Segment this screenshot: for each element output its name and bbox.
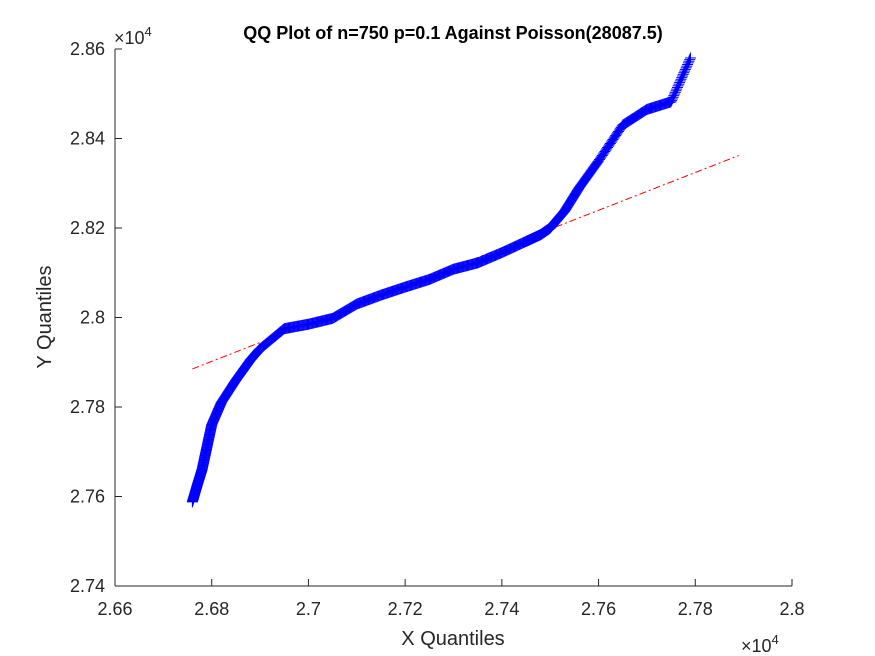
data-point — [684, 54, 696, 66]
y-tick-labels: 2.74 2.76 2.78 2.8 2.82 2.84 2.86 — [70, 39, 105, 596]
x-tick-labels: 2.66 2.68 2.7 2.72 2.74 2.76 2.78 2.8 — [97, 599, 804, 619]
plot-area — [115, 49, 792, 586]
svg-text:×104: ×104 — [114, 24, 152, 48]
y-tick-label: 2.86 — [70, 39, 105, 59]
x-tick-label: 2.8 — [779, 599, 804, 619]
x-tick-label: 2.66 — [97, 599, 132, 619]
y-exponent-base: ×10 — [114, 28, 145, 48]
x-tick-label: 2.78 — [678, 599, 713, 619]
x-axis-exponent: ×104 — [741, 632, 779, 656]
y-tick-label: 2.78 — [70, 397, 105, 417]
data-point — [684, 52, 696, 64]
x-tick-label: 2.72 — [388, 599, 423, 619]
y-tick-label: 2.74 — [70, 576, 105, 596]
x-tick-label: 2.76 — [581, 599, 616, 619]
x-tick-label: 2.7 — [296, 599, 321, 619]
y-tick-label: 2.8 — [80, 308, 105, 328]
data-point — [590, 158, 602, 170]
y-tick-label: 2.82 — [70, 218, 105, 238]
svg-text:×104: ×104 — [741, 632, 779, 656]
x-exponent-power: 4 — [772, 632, 779, 647]
y-exponent-power: 4 — [145, 24, 152, 39]
chart-title: QQ Plot of n=750 p=0.1 Against Poisson(2… — [243, 23, 662, 43]
x-axis-title: X Quantiles — [401, 628, 504, 650]
data-points-layer — [186, 52, 696, 508]
x-tick-label: 2.68 — [194, 599, 229, 619]
y-tick-label: 2.84 — [70, 129, 105, 149]
y-tick-label: 2.76 — [70, 487, 105, 507]
y-axis-exponent: ×104 — [114, 24, 152, 48]
x-tick-label: 2.74 — [484, 599, 519, 619]
axes-layer — [114, 48, 793, 587]
data-point — [665, 96, 677, 108]
plot-background — [115, 49, 792, 586]
x-exponent-base: ×10 — [741, 636, 772, 656]
y-axis-title: Y Quantiles — [34, 265, 56, 368]
